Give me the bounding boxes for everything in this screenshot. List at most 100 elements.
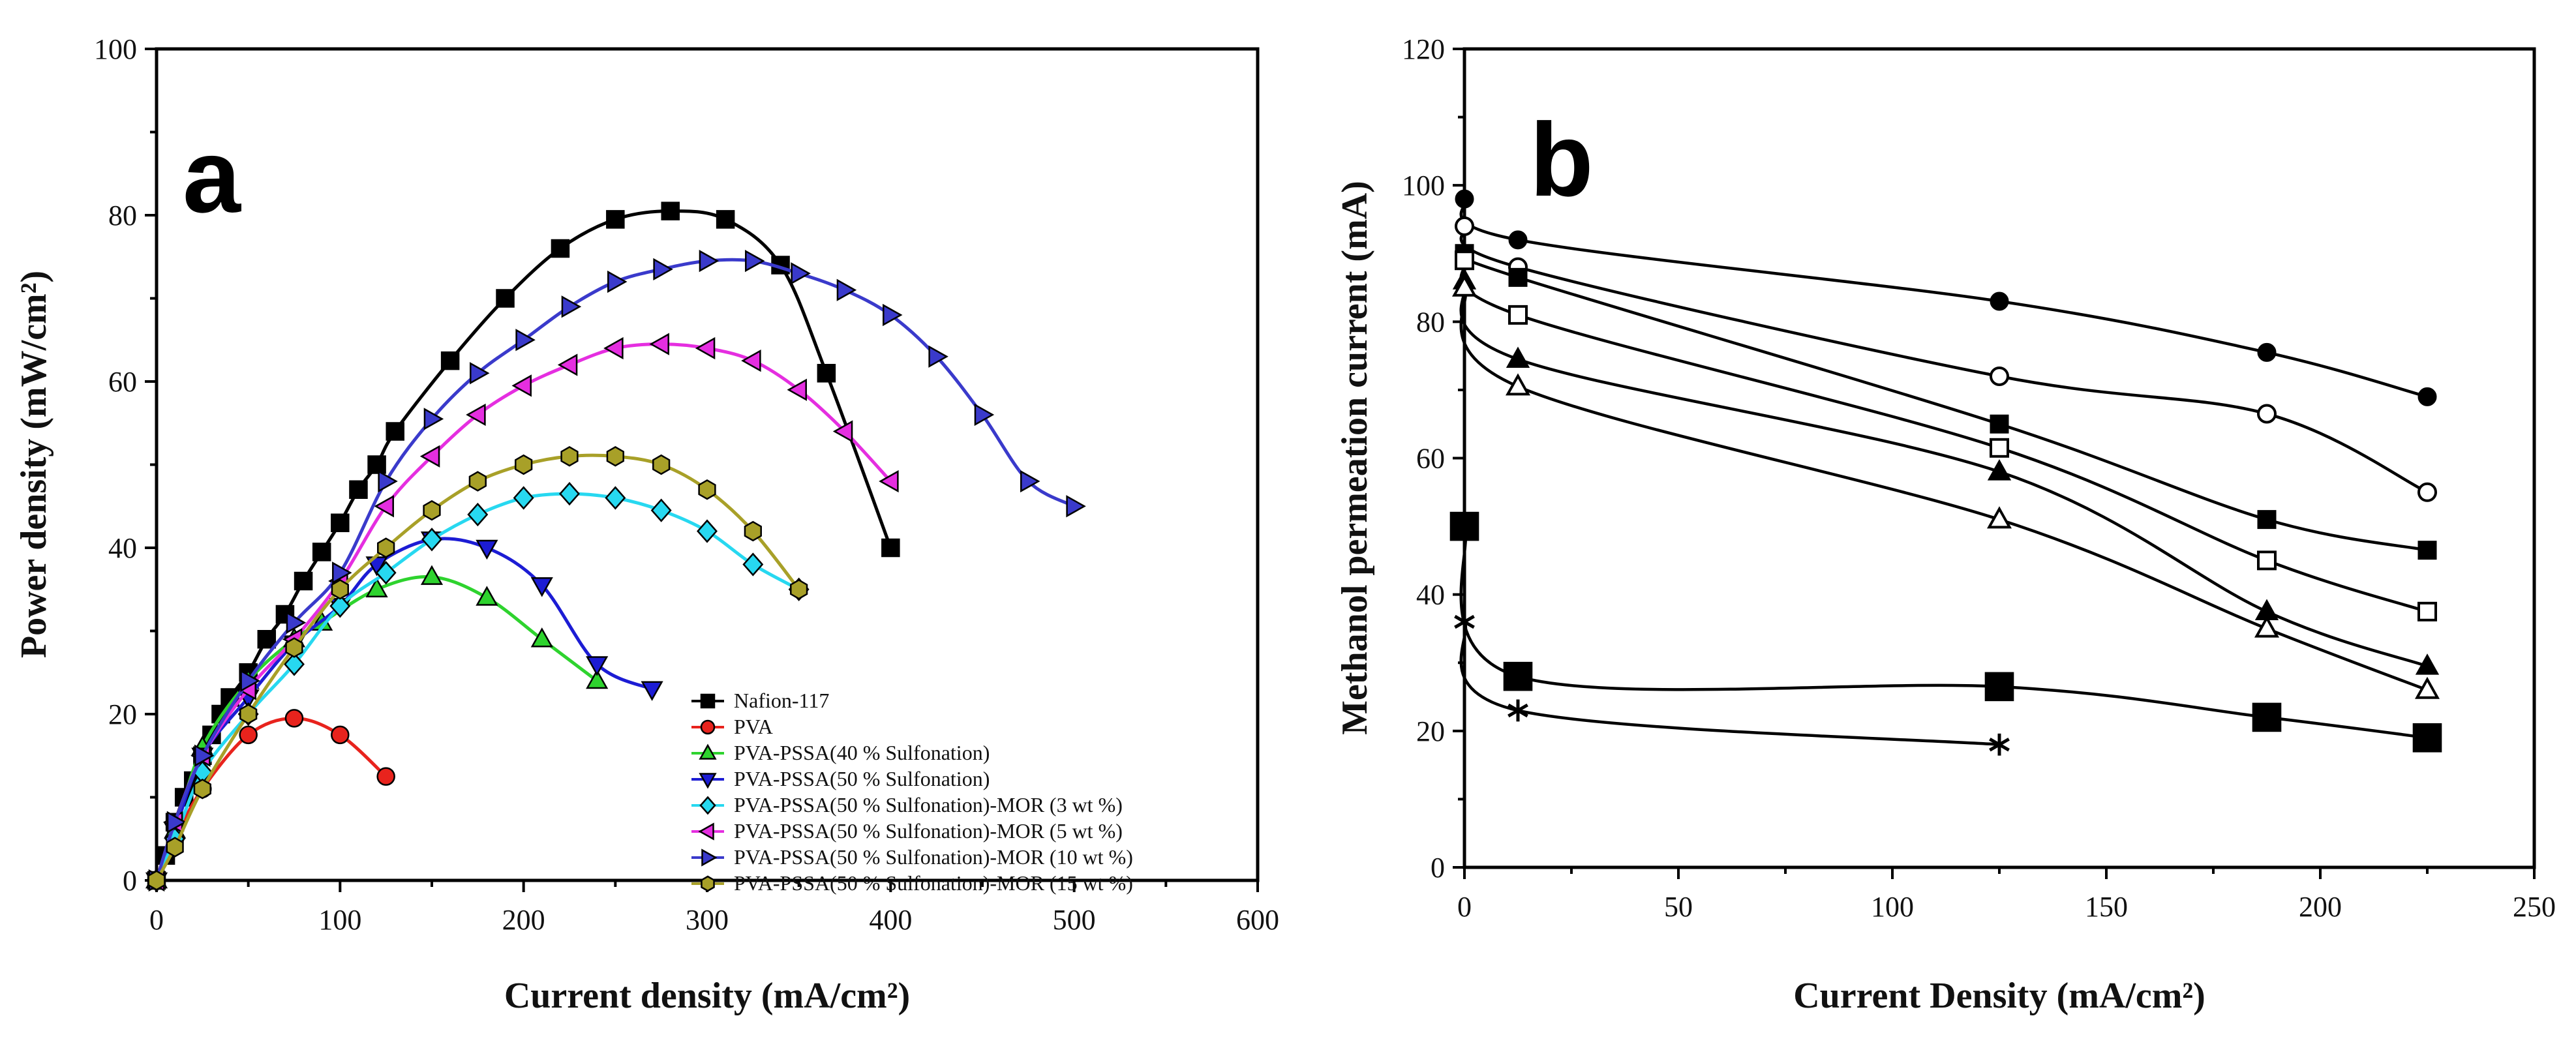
x-tick-label: 400 <box>869 904 912 936</box>
x-tick-label: 100 <box>1871 891 1914 923</box>
data-point <box>649 333 669 355</box>
series-open-square <box>1455 250 2437 621</box>
data-point <box>606 446 624 467</box>
legend-label: Nafion-117 <box>734 689 829 712</box>
x-tick-label: 200 <box>2299 891 2342 923</box>
data-point <box>836 278 857 301</box>
data-point <box>331 513 350 532</box>
data-point <box>1990 438 2009 458</box>
panel-b-chart: 0 50 100 150 200 250 0 20 40 60 80 100 120 b Current… <box>1335 33 2556 1016</box>
data-point <box>1990 414 2009 434</box>
series-7 <box>147 446 808 891</box>
y-tick-label: 40 <box>108 532 137 564</box>
y-tick-label: 60 <box>108 366 137 398</box>
data-point <box>466 403 486 427</box>
legend-marker <box>700 719 716 735</box>
data-point <box>386 422 404 441</box>
data-point <box>716 210 735 229</box>
data-point <box>586 668 609 689</box>
series-line <box>1459 280 2428 668</box>
y-tick-label: 0 <box>1431 852 1445 884</box>
series-filled-circle <box>1455 189 2437 406</box>
data-point <box>698 479 716 500</box>
data-point <box>374 495 394 518</box>
y-tick-label: 100 <box>94 33 137 65</box>
data-point <box>557 353 578 376</box>
legend-label: PVA-PSSA(40 % Sulfonation) <box>734 741 990 764</box>
data-point <box>1987 459 2012 481</box>
data-point <box>377 537 395 558</box>
legend-marker <box>701 848 718 867</box>
data-point <box>423 500 441 521</box>
y-tick-label: 100 <box>1402 170 1445 202</box>
y-tick-label: 60 <box>1416 443 1445 475</box>
data-point <box>787 378 807 401</box>
data-point <box>1986 506 2012 529</box>
data-point <box>745 250 765 273</box>
panel-a-xlabel: Current density (mA/cm²) <box>504 976 910 1016</box>
data-point <box>817 364 836 383</box>
data-point <box>2417 482 2437 502</box>
legend-label: PVA-PSSA(50 % Sulfonation)-MOR (15 wt %) <box>734 871 1133 895</box>
data-point <box>470 362 490 385</box>
x-tick-label: 600 <box>1236 904 1279 936</box>
y-tick-label: 0 <box>123 865 137 897</box>
data-point <box>1990 367 2009 386</box>
data-point <box>440 351 460 370</box>
data-point <box>2412 723 2442 753</box>
data-point <box>375 561 397 585</box>
data-point <box>239 725 258 745</box>
data-point <box>1505 373 1531 396</box>
data-point <box>607 270 628 293</box>
y-tick-label: 20 <box>108 698 137 730</box>
data-point <box>349 480 368 499</box>
data-point <box>790 579 808 600</box>
series-open-circle <box>1455 216 2437 502</box>
data-point <box>1020 470 1040 493</box>
data-point <box>2414 676 2440 699</box>
legend-marker <box>699 796 716 815</box>
panel-b-letter: b <box>1530 101 1594 218</box>
data-point <box>367 455 386 474</box>
data-point <box>791 262 811 285</box>
data-point <box>496 289 515 308</box>
y-tick-label: 20 <box>1416 715 1445 747</box>
data-point <box>1508 230 1528 250</box>
data-point <box>1455 189 1474 209</box>
data-point <box>421 528 442 552</box>
data-point <box>530 627 553 648</box>
data-point <box>1066 495 1086 518</box>
data-point <box>331 579 349 600</box>
data-point <box>240 669 260 693</box>
data-point <box>2417 601 2437 621</box>
data-point <box>2254 615 2280 638</box>
data-point <box>419 445 440 468</box>
x-tick-label: 300 <box>686 904 729 936</box>
data-point <box>147 870 166 891</box>
x-tick-label: 0 <box>149 904 164 936</box>
series-line <box>1459 286 2428 692</box>
data-point <box>1455 216 1474 236</box>
x-tick-label: 50 <box>1664 891 1693 923</box>
data-point <box>257 630 277 649</box>
data-point <box>1451 274 1477 297</box>
data-point <box>476 586 498 606</box>
series-line <box>1459 259 2428 613</box>
data-point <box>294 571 313 591</box>
data-point <box>513 486 534 510</box>
data-point <box>166 837 184 858</box>
data-point <box>928 345 948 368</box>
data-point <box>1449 511 1479 541</box>
y-tick-label: 40 <box>1416 579 1445 611</box>
data-point <box>1508 305 1528 325</box>
data-point <box>476 539 498 560</box>
data-point <box>1508 267 1528 287</box>
panel-b-xlabel: Current Density (mA/cm²) <box>1793 976 2205 1016</box>
data-point <box>511 374 532 397</box>
data-point <box>376 767 395 786</box>
data-point <box>1989 733 2010 756</box>
data-point <box>2417 541 2437 560</box>
series-line <box>1459 225 2428 494</box>
x-tick-label: 100 <box>318 904 361 936</box>
